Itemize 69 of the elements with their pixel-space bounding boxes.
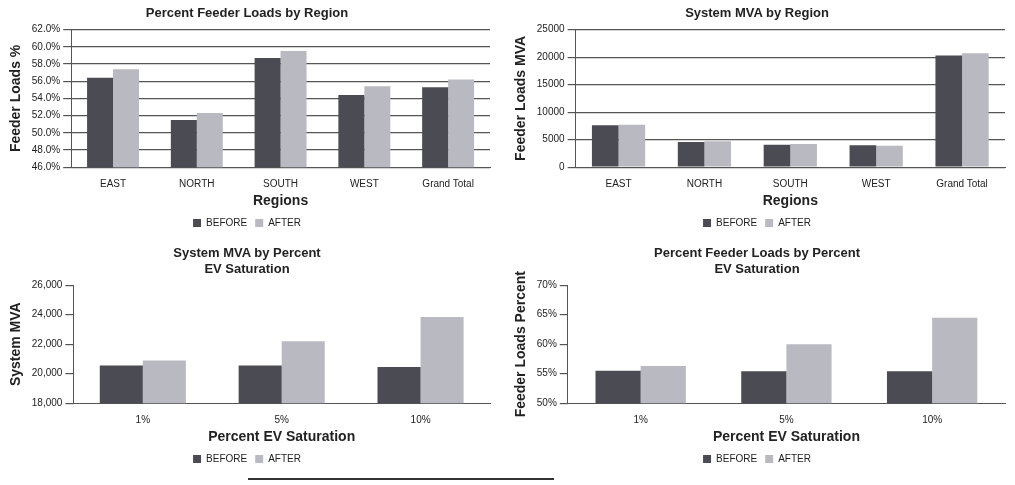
legend-label: BEFORE xyxy=(716,216,758,228)
y-axis-title: Feeder Loads MVA xyxy=(512,35,529,161)
bar xyxy=(704,141,732,167)
chart-title: System MVA by Region xyxy=(685,5,829,21)
legend-label: BEFORE xyxy=(716,452,758,464)
y-tick-label: 26,000 xyxy=(31,278,63,290)
bar xyxy=(790,144,817,167)
y-tick-label: 25000 xyxy=(536,23,566,35)
y-tick-label: 54.0% xyxy=(31,92,61,104)
legend-label: BEFORE xyxy=(206,452,248,464)
y-tick-label: 58.0% xyxy=(31,57,61,69)
chart-title: Percent Feeder Loads by Region xyxy=(145,5,349,21)
y-tick-label: 24,000 xyxy=(31,308,63,320)
y-tick-label: 56.0% xyxy=(31,74,61,86)
x-tick-label: SOUTH xyxy=(263,177,299,189)
x-tick-label: Grand Total xyxy=(422,177,474,189)
y-tick-label: 20,000 xyxy=(31,367,63,379)
y-tick-label: 5000 xyxy=(542,133,566,145)
x-tick-label: 1% xyxy=(633,413,649,425)
y-axis-title: Feeder Loads Percent xyxy=(512,270,529,418)
y-tick-label: 18,000 xyxy=(31,396,63,408)
chart-title: System MVA by Percent EV Saturation xyxy=(173,245,322,276)
x-axis-title: Regions xyxy=(252,192,309,209)
y-tick-label: 22,000 xyxy=(31,337,63,349)
bar xyxy=(677,141,705,167)
y-tick-label: 55% xyxy=(536,367,557,379)
y-tick-label: 10000 xyxy=(536,105,566,117)
bar xyxy=(876,145,903,167)
y-tick-label: 65% xyxy=(536,308,557,320)
x-tick-label: 5% xyxy=(779,413,794,425)
y-axis-title: Feeder Loads % xyxy=(7,44,24,153)
bar xyxy=(962,53,989,167)
x-axis-title: Percent EV Saturation xyxy=(208,428,356,445)
y-tick-label: 0 xyxy=(559,160,566,172)
x-tick-label: SOUTH xyxy=(772,177,808,189)
legend-label: AFTER xyxy=(268,216,301,228)
x-tick-label: WEST xyxy=(349,177,379,189)
y-tick-label: 20000 xyxy=(536,50,566,62)
x-tick-label: 10% xyxy=(922,413,943,425)
y-tick-label: 60.0% xyxy=(31,40,61,52)
legend-label: AFTER xyxy=(778,452,811,464)
y-tick-label: 52.0% xyxy=(31,109,61,121)
bar xyxy=(618,124,646,167)
x-axis-title: Percent EV Saturation xyxy=(712,428,860,445)
x-tick-label: EAST xyxy=(99,177,127,189)
x-tick-label: 5% xyxy=(274,413,290,425)
chart-title: Percent Feeder Loads by Percent EV Saturation xyxy=(654,245,861,276)
y-tick-label: 70% xyxy=(536,278,557,290)
legend-label: AFTER xyxy=(268,452,301,464)
y-tick-label: 46.0% xyxy=(31,160,61,172)
x-tick-label: WEST xyxy=(861,177,891,189)
y-tick-label: 62.0% xyxy=(31,23,61,35)
x-tick-label: NORTH xyxy=(179,177,215,189)
x-axis-title: Regions xyxy=(762,192,819,209)
bar xyxy=(849,145,877,167)
y-tick-label: 50.0% xyxy=(31,126,61,138)
x-tick-label: NORTH xyxy=(686,177,723,189)
y-axis-title: System MVA xyxy=(7,302,24,387)
y-tick-label: 50% xyxy=(536,396,557,408)
y-tick-label: 15000 xyxy=(536,78,566,90)
bar xyxy=(763,144,791,167)
y-tick-label: 60% xyxy=(536,337,557,349)
x-tick-label: 1% xyxy=(135,413,151,425)
x-tick-label: EAST xyxy=(605,177,632,189)
x-tick-label: Grand Total xyxy=(936,177,988,189)
legend-label: BEFORE xyxy=(206,216,248,228)
legend-label: AFTER xyxy=(778,216,811,228)
x-tick-label: 10% xyxy=(410,413,431,425)
y-tick-label: 48.0% xyxy=(31,143,61,155)
